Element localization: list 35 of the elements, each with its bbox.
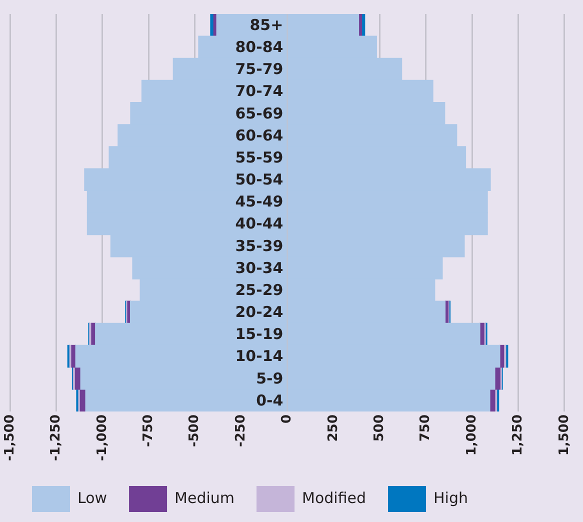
x-tick-label: -250 — [233, 414, 248, 448]
y-tick-label: 75-79 — [235, 60, 284, 78]
legend-label: Medium — [174, 488, 235, 507]
y-tick-label: 35-39 — [235, 236, 284, 255]
x-tick-label: -500 — [187, 414, 202, 448]
y-tick-label: 60-64 — [235, 126, 284, 144]
y-tick-label: 65-69 — [235, 104, 284, 122]
x-tick-label: 1,000 — [464, 414, 480, 456]
x-tick-label: 500 — [372, 414, 387, 442]
y-tick-label: 10-14 — [235, 347, 284, 366]
y-tick-label: 85+ — [250, 16, 284, 34]
y-tick-label: 5-9 — [256, 369, 284, 388]
y-tick-label: 20-24 — [235, 303, 284, 322]
y-tick-label: 25-29 — [235, 280, 284, 299]
y-tick-label: 15-19 — [235, 325, 284, 344]
x-tick-label: -750 — [140, 414, 156, 448]
x-tick-label: 1,250 — [510, 414, 526, 456]
y-tick-label: 40-44 — [235, 214, 284, 233]
y-tick-label: 50-54 — [235, 170, 284, 189]
x-tick-label: -1,250 — [48, 414, 64, 461]
y-tick-label: 55-59 — [235, 148, 284, 166]
x-tick-label: 250 — [326, 414, 341, 442]
legend-label: Modified — [302, 488, 366, 507]
y-tick-label: 70-74 — [235, 82, 284, 100]
x-tick-label: 0 — [280, 414, 295, 424]
x-tick-label: 1,500 — [556, 414, 572, 456]
legend-label: Low — [78, 488, 108, 507]
y-tick-label: 30-34 — [235, 258, 284, 277]
legend-label: High — [434, 488, 468, 507]
x-tick-label: -1,000 — [94, 414, 110, 461]
y-tick-label: 45-49 — [235, 192, 284, 211]
y-tick-label: 0-4 — [256, 391, 284, 410]
x-tick-label: -1,500 — [2, 414, 18, 461]
x-tick-label: 750 — [418, 414, 434, 442]
y-tick-label: 80-84 — [235, 38, 284, 56]
